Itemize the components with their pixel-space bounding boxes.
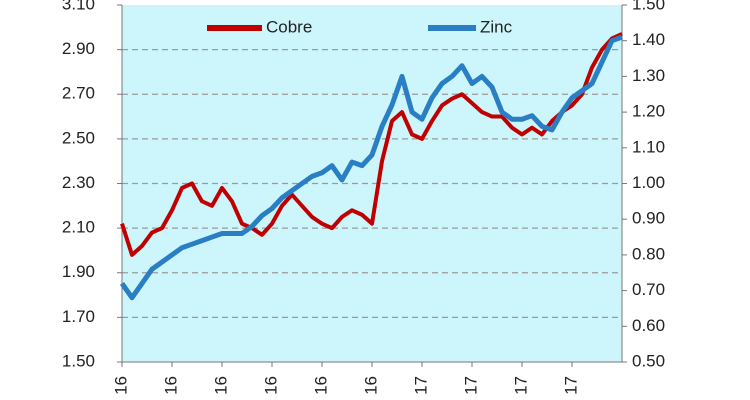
y2-tick-label: 1.20 [632,102,665,121]
legend-label: Zinc [480,17,513,36]
y2-tick-label: 0.60 [632,316,665,335]
y2-tick-label: 1.30 [632,66,665,85]
y2-tick-label: 1.40 [632,30,665,49]
x-tick-label: 16 [161,376,180,395]
series-line [119,34,623,301]
x-tick-label: 17 [411,376,430,395]
y-tick-label: 2.70 [62,84,95,103]
y-tick-label: 1.90 [62,262,95,281]
x-tick-label: 16 [361,376,380,395]
y2-tick-label: 0.90 [632,209,665,228]
x-tick-label: 16 [211,376,230,395]
y-tick-label: 1.70 [62,307,95,326]
x-tick-label: 16 [261,376,280,395]
y-tick-label: 2.50 [62,128,95,147]
y-tick-label: 3.10 [62,0,95,13]
x-tick-label: 17 [561,376,580,395]
series-line [120,32,623,257]
x-tick-label: 16 [311,376,330,395]
x-tick-label: 16 [111,376,130,395]
x-tick-label: 17 [511,376,530,395]
y2-tick-label: 0.50 [632,351,665,370]
y-tick-label: 1.50 [62,351,95,370]
y2-tick-label: 1.50 [632,0,665,13]
y-tick-label: 2.10 [62,218,95,237]
legend-label: Cobre [266,17,312,36]
y-tick-label: 2.90 [62,39,95,58]
y-tick-label: 2.30 [62,173,95,192]
x-tick-label: 17 [461,376,480,395]
y2-tick-label: 1.00 [632,173,665,192]
y2-tick-label: 0.80 [632,244,665,263]
y2-tick-label: 1.10 [632,137,665,156]
y2-tick-label: 0.70 [632,280,665,299]
